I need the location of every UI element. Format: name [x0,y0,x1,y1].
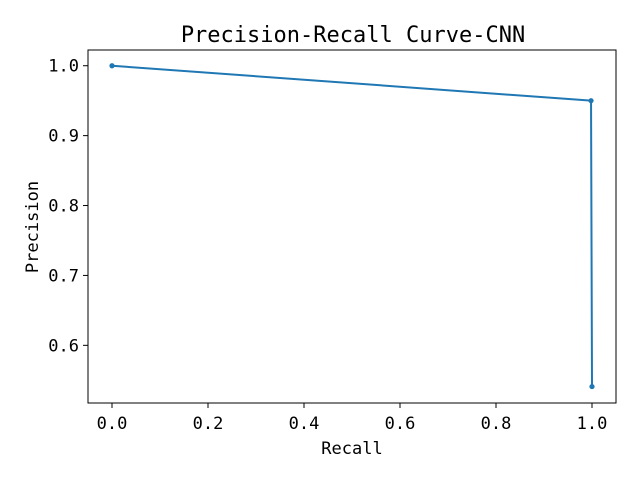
x-tick-label: 0.8 [481,414,512,434]
data-point [109,63,115,69]
y-tick-label: 0.9 [48,127,79,147]
y-tick-label: 0.6 [48,336,79,356]
x-tick-label: 0.0 [97,414,128,434]
data-point [589,383,595,390]
x-axis-label: Recall [321,439,382,459]
y-tick-label: 0.7 [48,266,79,286]
plot-frame [87,49,617,404]
x-tick-label: 1.0 [577,414,608,434]
y-axis: 0.6 0.7 0.8 0.9 1.0 [48,57,88,356]
data-point [588,98,594,104]
x-tick-label: 0.6 [385,414,416,434]
y-tick-label: 0.8 [48,197,79,217]
chart-title: Precision-Recall Curve-CNN [181,23,525,48]
x-tick-label: 0.2 [193,414,224,434]
y-tick-label: 1.0 [48,57,79,77]
x-axis: 0.0 0.2 0.4 0.6 0.8 1.0 [97,403,608,434]
series-layer [109,63,595,390]
x-tick-label: 0.4 [289,414,320,434]
series-line [111,64,593,387]
y-axis-label: Precision [23,181,43,273]
